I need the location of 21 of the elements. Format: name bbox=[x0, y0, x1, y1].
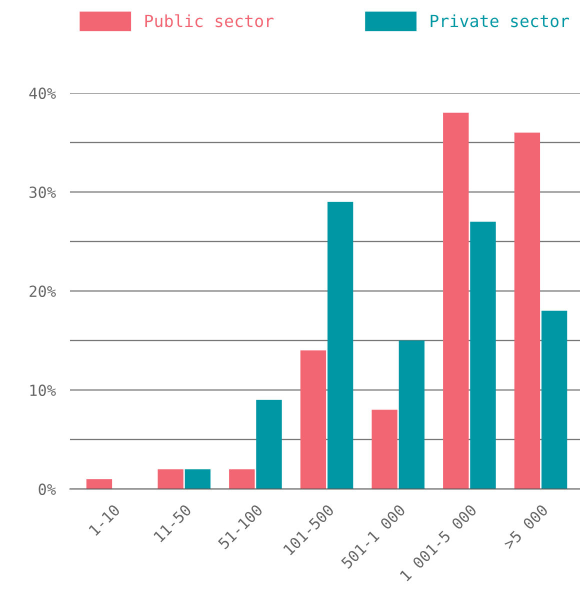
bar bbox=[398, 340, 425, 489]
legend-label: Public sector bbox=[145, 14, 274, 28]
bar bbox=[184, 469, 211, 489]
bar bbox=[327, 202, 354, 489]
y-tick-label: 20% bbox=[30, 286, 56, 298]
bar bbox=[229, 469, 255, 489]
bar bbox=[541, 310, 568, 489]
y-tick-label: 30% bbox=[30, 186, 56, 198]
y-tick-label: 40% bbox=[29, 88, 56, 100]
y-tick-label: 10% bbox=[30, 384, 56, 396]
bar bbox=[256, 400, 282, 489]
bar bbox=[443, 112, 469, 489]
bar bbox=[158, 469, 184, 489]
bar bbox=[300, 350, 326, 489]
bar bbox=[86, 479, 112, 489]
legend-label: Private sector bbox=[430, 14, 569, 28]
x-tick-label: >5 000 bbox=[502, 504, 548, 550]
bar bbox=[470, 222, 496, 489]
y-tick-label: 0% bbox=[38, 484, 56, 496]
bar bbox=[372, 410, 398, 489]
bar bbox=[514, 132, 540, 489]
